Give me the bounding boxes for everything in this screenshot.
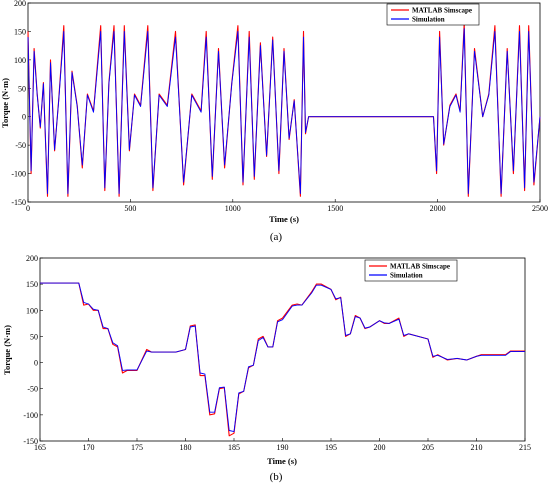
- chart-b-xtick-label: 215: [519, 443, 531, 452]
- chart-b-ytick-label: -150: [23, 437, 38, 446]
- chart-a-ytick-label: -100: [11, 170, 26, 179]
- chart-b-xtick-label: 165: [34, 443, 46, 452]
- chart-b-ytick-label: 200: [26, 254, 38, 263]
- chart-b-xtick-label: 205: [422, 443, 434, 452]
- chart-a: 0 500 1000 1500 2000 2500 -150 -100 -50 0 50 100 150…: [0, 0, 548, 243]
- chart-b-plot-area: [39, 257, 526, 442]
- chart-b-ytick-label: 0: [34, 359, 38, 368]
- chart-b-caption: (b): [270, 471, 283, 483]
- chart-a-legend-entry: MATLAB Simscape: [412, 7, 472, 15]
- chart-a-caption: (a): [270, 231, 283, 243]
- chart-a-xlabel: Time (s): [269, 214, 299, 224]
- chart-b-xtick-label: 175: [131, 443, 143, 452]
- chart-b-marks: 165 170 175 180 185 190 195 200 205 210 215 -150 -10…: [23, 254, 531, 452]
- chart-b-xtick-label: 180: [180, 443, 192, 452]
- chart-a-ytick-label: 100: [14, 56, 26, 65]
- chart-b-ytick-label: 50: [30, 332, 38, 341]
- chart-b-legend-entry: Simulation: [390, 272, 423, 280]
- chart-b: 165 170 175 180 185 190 195 200 205 210 215 -150 -10…: [2, 254, 531, 483]
- chart-a-xtick-label: 0: [26, 204, 30, 213]
- chart-b-xtick-label: 170: [83, 443, 95, 452]
- chart-b-ytick-label: 100: [26, 306, 38, 315]
- chart-b-xtick-label: 210: [471, 443, 483, 452]
- chart-b-xtick-label: 195: [325, 443, 337, 452]
- chart-b-series-simulation-line: [40, 282, 525, 433]
- chart-b-xtick-label: 200: [374, 443, 386, 452]
- chart-b-xtick-label: 190: [277, 443, 289, 452]
- chart-a-xtick-label: 2000: [430, 204, 446, 213]
- chart-b-ytick-label: 150: [26, 280, 38, 289]
- chart-b-ylabel: Torque (N·m): [2, 325, 12, 375]
- chart-a-legend-entry: Simulation: [412, 16, 445, 24]
- chart-a-ytick-label: -150: [11, 198, 26, 207]
- chart-a-ytick-label: -50: [15, 141, 26, 150]
- chart-b-ytick-label: -100: [23, 411, 38, 420]
- chart-a-ytick-label: 50: [18, 84, 26, 93]
- chart-a-xtick-label: 2500: [532, 204, 548, 213]
- chart-b-xlabel: Time (s): [267, 456, 297, 466]
- chart-b-legend-entry: MATLAB Simscape: [390, 263, 450, 271]
- chart-a-ytick-label: 200: [14, 0, 26, 8]
- chart-b-legend-box: [364, 259, 458, 282]
- chart-a-legend-box: [386, 3, 480, 26]
- chart-a-xtick-label: 500: [124, 204, 136, 213]
- chart-b-ytick-label: -50: [27, 385, 38, 394]
- chart-a-series-simulation-line: [27, 28, 541, 194]
- chart-a-ytick-label: 0: [22, 113, 26, 122]
- chart-b-xtick-label: 185: [228, 443, 240, 452]
- chart-a-ytick-label: 150: [14, 27, 26, 36]
- chart-a-ylabel: Torque (N·m): [0, 78, 10, 128]
- chart-a-xtick-label: 1000: [225, 204, 241, 213]
- chart-a-marks: 0 500 1000 1500 2000 2500 -150 -100 -50 0 50 100 150…: [11, 0, 548, 213]
- chart-a-xtick-label: 1500: [327, 204, 343, 213]
